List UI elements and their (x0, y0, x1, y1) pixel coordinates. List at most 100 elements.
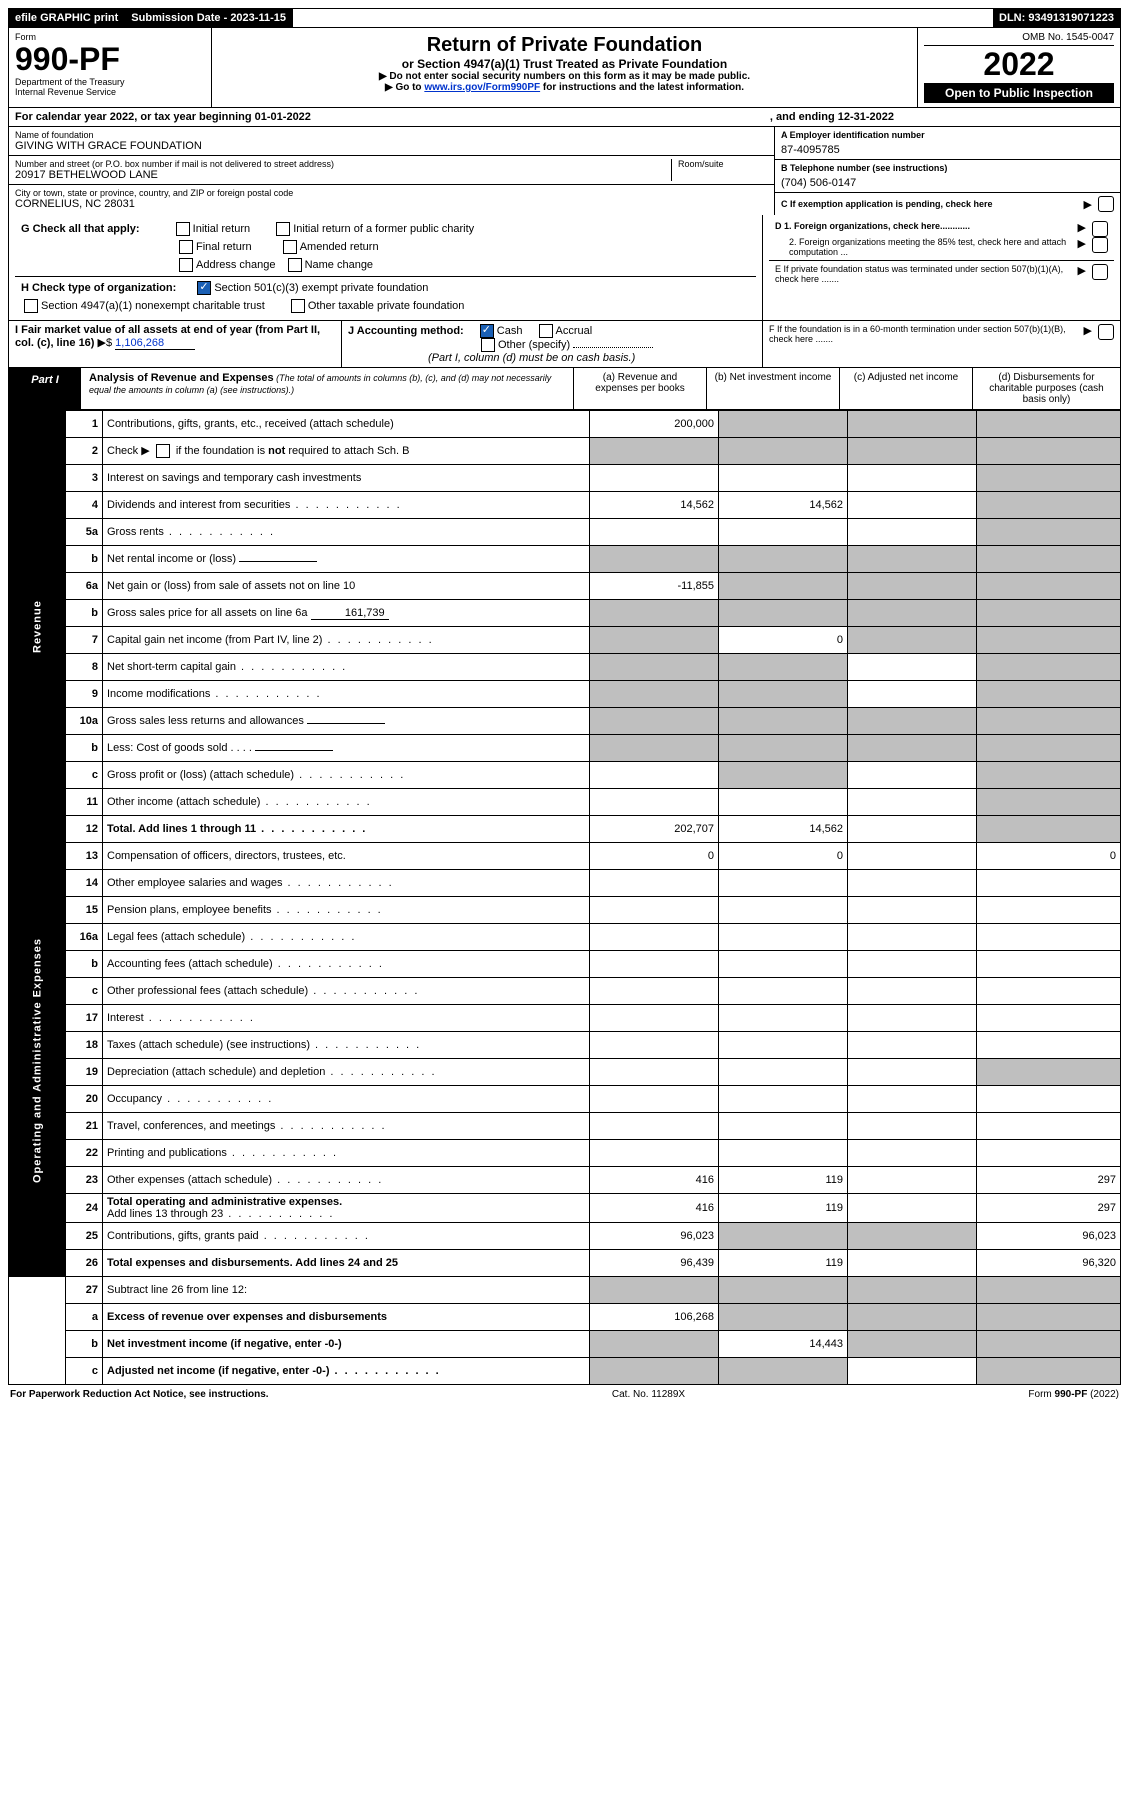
g-opt2: Initial return of a former public charit… (293, 223, 474, 235)
line-desc: Depreciation (attach schedule) and deple… (103, 1059, 590, 1086)
j-cash: Cash (497, 325, 523, 337)
opadmin-sidebar: Operating and Administrative Expenses (9, 843, 66, 1277)
footer-left: For Paperwork Reduction Act Notice, see … (10, 1389, 269, 1400)
table-row: bGross sales price for all assets on lin… (9, 600, 1121, 627)
h-opt3: Other taxable private foundation (308, 300, 465, 312)
g-section: G Check all that apply: Initial return I… (15, 218, 756, 276)
table-row: 7Capital gain net income (from Part IV, … (9, 627, 1121, 654)
arrow-icon: ▶ (1084, 324, 1092, 344)
line-desc: Gross sales price for all assets on line… (103, 600, 590, 627)
dept-1: Department of the Treasury (15, 77, 205, 87)
line-desc: Net rental income or (loss) (103, 546, 590, 573)
txt: Gross sales less returns and allowances (107, 715, 304, 727)
col-a: 200,000 (590, 411, 719, 438)
line-num: 5a (66, 519, 103, 546)
col-a: -11,855 (590, 573, 719, 600)
name-label: Name of foundation (15, 130, 768, 140)
arrow-icon: ▶ (1078, 221, 1086, 237)
h-4947-checkbox[interactable] (24, 299, 38, 313)
line-num: 21 (66, 1113, 103, 1140)
line-desc: Other professional fees (attach schedule… (103, 978, 590, 1005)
line-desc: Dividends and interest from securities (103, 492, 590, 519)
col-d-header: (d) Disbursements for charitable purpose… (972, 368, 1120, 409)
g-label: G Check all that apply: (21, 223, 140, 235)
col-a: 416 (590, 1194, 719, 1223)
g-d-block: G Check all that apply: Initial return I… (8, 215, 1121, 321)
line-desc: Compensation of officers, directors, tru… (103, 843, 590, 870)
line-desc: Income modifications (103, 681, 590, 708)
line-desc: Net gain or (loss) from sale of assets n… (103, 573, 590, 600)
g-name-checkbox[interactable] (288, 258, 302, 272)
line-num: c (66, 762, 103, 789)
d1-checkbox[interactable] (1092, 221, 1108, 237)
arrow-icon: ▶ (1078, 264, 1086, 284)
instr-2-post: for instructions and the latest informat… (540, 82, 744, 93)
line-desc: Accounting fees (attach schedule) (103, 951, 590, 978)
ein-value: 87-4095785 (781, 140, 1114, 156)
instr-link[interactable]: www.irs.gov/Form990PF (424, 82, 540, 93)
table-row: 8Net short-term capital gain (9, 654, 1121, 681)
txt: Add lines 13 through 23 (107, 1208, 334, 1220)
line-num: 9 (66, 681, 103, 708)
line-num: 20 (66, 1086, 103, 1113)
g-amended-checkbox[interactable] (283, 240, 297, 254)
line-desc: Legal fees (attach schedule) (103, 924, 590, 951)
schb-checkbox[interactable] (156, 444, 170, 458)
e-checkbox[interactable] (1092, 264, 1108, 280)
g-final-checkbox[interactable] (179, 240, 193, 254)
g-opt4: Amended return (300, 241, 379, 253)
f-label: F If the foundation is in a 60-month ter… (769, 324, 1084, 344)
col-d: 297 (977, 1167, 1121, 1194)
line-num: b (66, 600, 103, 627)
part-1-title: Analysis of Revenue and Expenses (89, 372, 274, 384)
table-row: 22Printing and publications (9, 1140, 1121, 1167)
c-checkbox[interactable] (1098, 196, 1114, 212)
g-initial-checkbox[interactable] (176, 222, 190, 236)
col-b: 14,443 (719, 1331, 848, 1358)
line-desc: Net investment income (if negative, ente… (103, 1331, 590, 1358)
form-title: Return of Private Foundation (218, 34, 911, 57)
line-desc: Taxes (attach schedule) (see instruction… (103, 1032, 590, 1059)
top-bar: efile GRAPHIC print Submission Date - 20… (8, 8, 1121, 28)
j-cash-checkbox[interactable] (480, 324, 494, 338)
table-row: 15Pension plans, employee benefits (9, 897, 1121, 924)
table-row: bLess: Cost of goods sold . . . . (9, 735, 1121, 762)
tax-year: 2022 (924, 46, 1114, 83)
j-accrual-checkbox[interactable] (539, 324, 553, 338)
table-row: cOther professional fees (attach schedul… (9, 978, 1121, 1005)
c-label: C If exemption application is pending, c… (781, 199, 1084, 209)
g-opt5: Address change (196, 259, 276, 271)
f-checkbox[interactable] (1098, 324, 1114, 340)
line-desc: Interest on savings and temporary cash i… (103, 465, 590, 492)
g-initial-former-checkbox[interactable] (276, 222, 290, 236)
line-num: 1 (66, 411, 103, 438)
d2-checkbox[interactable] (1092, 237, 1108, 253)
h-other-checkbox[interactable] (291, 299, 305, 313)
txt: Check ▶ (107, 445, 153, 457)
cal-end: , and ending 12-31-2022 (770, 111, 1114, 123)
inline-field (255, 750, 333, 751)
line-desc: Gross profit or (loss) (attach schedule) (103, 762, 590, 789)
col-a: 0 (590, 843, 719, 870)
j-other-checkbox[interactable] (481, 338, 495, 352)
line-desc: Other income (attach schedule) (103, 789, 590, 816)
col-b: 119 (719, 1194, 848, 1223)
line-desc: Contributions, gifts, grants, etc., rece… (103, 411, 590, 438)
line-num: 22 (66, 1140, 103, 1167)
form-number: 990-PF (15, 42, 205, 77)
line-desc: Contributions, gifts, grants paid (103, 1223, 590, 1250)
table-row: cGross profit or (loss) (attach schedule… (9, 762, 1121, 789)
line-num: b (66, 735, 103, 762)
efile-label: efile GRAPHIC print (9, 9, 125, 27)
line-desc: Other employee salaries and wages (103, 870, 590, 897)
table-row: 23Other expenses (attach schedule)416119… (9, 1167, 1121, 1194)
g-address-checkbox[interactable] (179, 258, 193, 272)
line-num: c (66, 1358, 103, 1385)
line-num: 14 (66, 870, 103, 897)
h-501c3-checkbox[interactable] (197, 281, 211, 295)
line-desc: Gross rents (103, 519, 590, 546)
omb-number: OMB No. 1545-0047 (924, 32, 1114, 46)
arrow-icon: ▶ (1084, 198, 1092, 211)
table-row: Operating and Administrative Expenses 13… (9, 843, 1121, 870)
form-subtitle: or Section 4947(a)(1) Trust Treated as P… (218, 57, 911, 71)
